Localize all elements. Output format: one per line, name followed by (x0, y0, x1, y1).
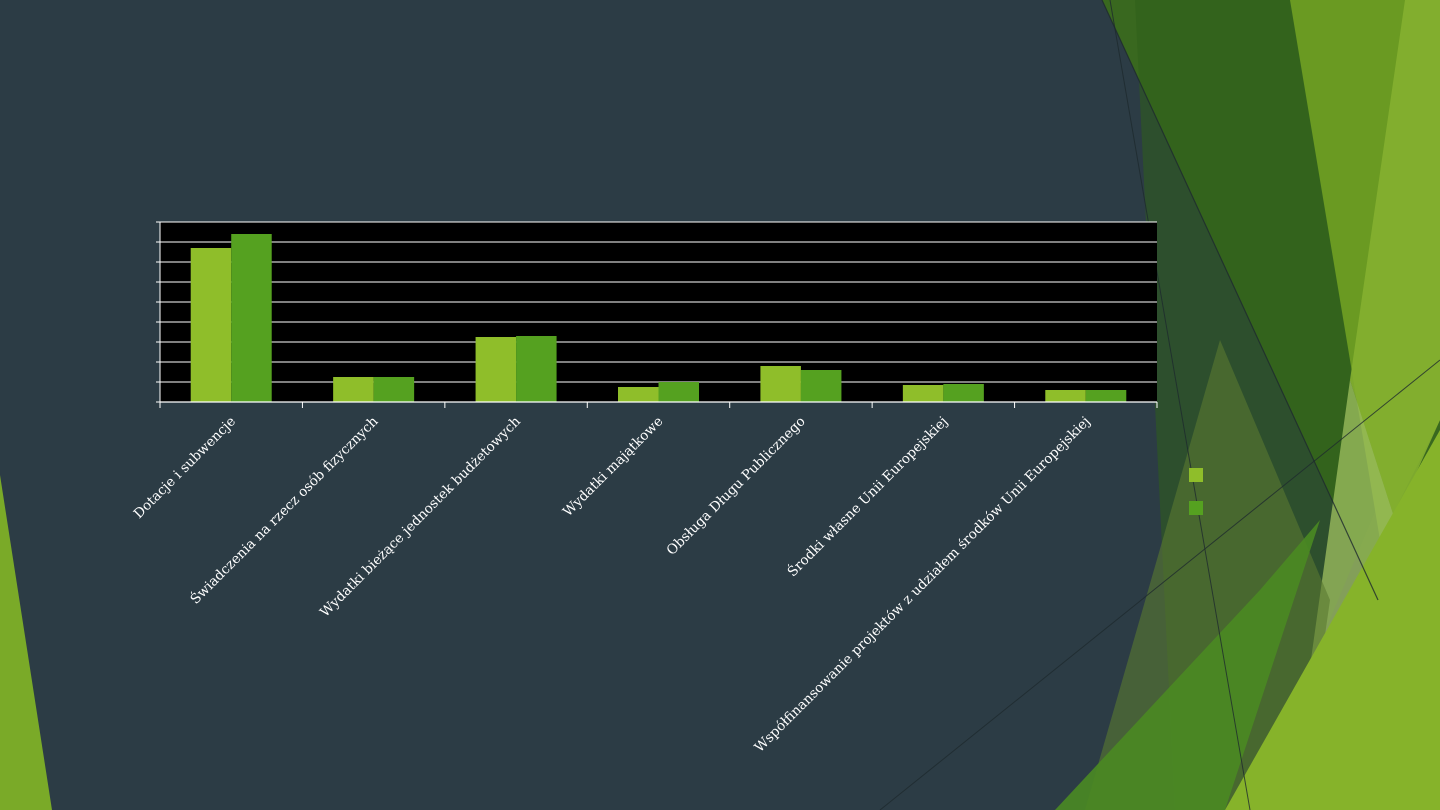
bar-series-1 (618, 387, 659, 402)
bar-series-2 (516, 336, 557, 402)
x-tick-label: Obsługa Długu Publicznego (664, 414, 809, 559)
bar-series-1 (190, 248, 232, 402)
plot-area (160, 222, 1157, 402)
bar-series-1 (475, 337, 517, 402)
bar-series-1 (902, 385, 944, 402)
bar-series-2 (231, 234, 272, 402)
legend-swatch-series-1 (1189, 468, 1203, 482)
bar-series-2 (373, 377, 415, 402)
x-tick-label: Wydatki majątkowe (560, 414, 666, 520)
x-tick-label: Współfinansowanie projektów z udziałem ś… (751, 414, 1093, 756)
bar-series-2 (658, 382, 699, 402)
bar-series-1 (760, 366, 801, 402)
axes (156, 221, 1158, 408)
bar-series-1 (333, 377, 374, 402)
x-tick-label: Środki własne Unii Europejskiej (784, 413, 951, 580)
bar-series-2 (943, 384, 984, 402)
x-tick-label: Dotacje i subwencje (131, 414, 239, 522)
bars (190, 234, 1127, 402)
legend-swatch-series-2 (1189, 501, 1203, 515)
bar-series-2 (1085, 390, 1127, 402)
bar-series-1 (1045, 390, 1086, 402)
bar-series-2 (800, 370, 842, 402)
